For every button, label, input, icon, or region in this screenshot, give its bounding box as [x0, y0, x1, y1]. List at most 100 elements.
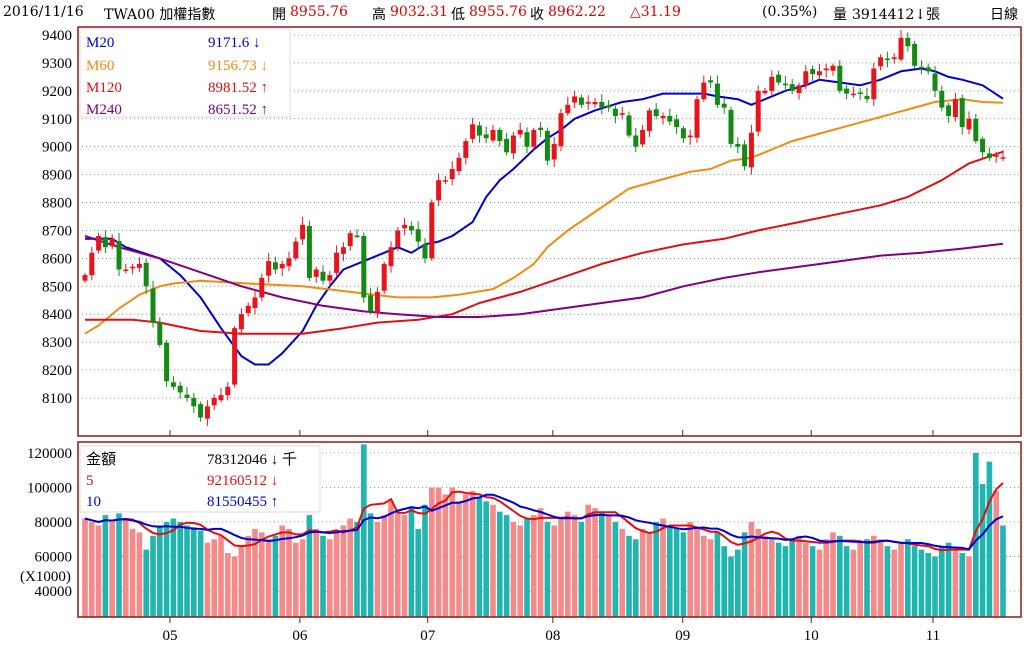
price-axis-labels: 9400 9300 9200 9100 9000 8900 8800 8700 8600 8500…	[42, 28, 72, 407]
volume-bar	[973, 453, 979, 617]
candle-up	[130, 266, 136, 269]
candle-down	[504, 138, 510, 153]
volume-bar	[361, 444, 367, 617]
candle-down	[721, 103, 727, 108]
volume-bar	[537, 508, 544, 617]
price-ma-legend: M20 9171.6 ↓ M60 9156.73 ↓ M120 8981.52 …	[79, 28, 291, 118]
candle-up	[796, 85, 802, 94]
volume-bar	[524, 518, 530, 617]
candle-up	[850, 93, 856, 96]
volume-bar	[843, 546, 850, 617]
price-ma-lines	[84, 67, 1004, 366]
candle-up	[803, 71, 809, 86]
price-tick-label: 9300	[42, 56, 72, 72]
volume-bar	[354, 522, 360, 617]
candle-up	[830, 65, 836, 71]
volume-bar	[544, 522, 551, 617]
candle-up	[293, 241, 299, 259]
candle-up	[286, 258, 292, 267]
change-value: △31.19	[630, 4, 681, 20]
volume-bar	[395, 511, 401, 617]
volume-bar	[993, 490, 999, 617]
price-tick-label: 8900	[42, 168, 72, 184]
volume-bar	[367, 513, 374, 617]
volume-bar	[184, 525, 190, 617]
high-value: 9032.31	[390, 4, 448, 20]
candle-up	[123, 269, 129, 272]
price-tick-label: 9400	[42, 28, 72, 44]
candle-down	[198, 404, 204, 418]
volume-bar	[769, 539, 775, 617]
volume-bar	[497, 511, 503, 617]
volume-bar	[408, 508, 415, 617]
volume-bar	[605, 515, 612, 617]
volume-bar	[673, 528, 680, 617]
candle-down	[735, 143, 741, 147]
candle-down	[932, 73, 938, 91]
candle-up	[374, 291, 380, 313]
volume-unit-label: (X1000)	[20, 569, 71, 585]
candle-down	[116, 241, 122, 270]
candle-up	[204, 406, 210, 419]
candle-down	[408, 225, 414, 231]
candle-up	[660, 115, 666, 119]
volume-bar	[707, 539, 714, 617]
volume-bar	[483, 501, 489, 617]
legend-ma5-value: 92160512 ↓	[207, 473, 278, 489]
candle-down	[320, 271, 326, 281]
candle-up	[585, 102, 591, 104]
candle-up	[436, 180, 442, 201]
volume-bar	[238, 546, 245, 617]
volume-bar	[510, 522, 517, 617]
volume-bar	[680, 532, 687, 617]
candle-up	[225, 386, 231, 396]
quote-header: 2016/11/16 TWA00 加權指數 開 8955.76 高 9032.3…	[0, 0, 1024, 26]
volume-bar	[728, 556, 734, 617]
volume-bar	[565, 511, 571, 617]
volume-bar	[347, 518, 353, 617]
ma-line-m240	[84, 235, 1004, 318]
price-tick-label: 8300	[42, 335, 72, 351]
volume-bar	[259, 532, 265, 617]
volume-bar	[898, 542, 904, 617]
month-label: 09	[675, 628, 690, 644]
candle-down	[789, 84, 795, 91]
candlesticks	[82, 29, 1006, 426]
volume-bar	[857, 542, 863, 617]
volume-bar	[633, 539, 639, 617]
candle-down	[599, 102, 605, 108]
volume-bar	[143, 549, 149, 617]
volume-bar	[129, 528, 136, 617]
candle-down	[742, 144, 748, 167]
candle-down	[606, 105, 612, 108]
volume-bar	[456, 501, 462, 617]
candle-up	[871, 68, 877, 100]
period-selector[interactable]: 日線	[990, 7, 1018, 23]
candle-up	[694, 99, 700, 138]
volume-bar	[82, 518, 88, 617]
volume-bar	[517, 525, 523, 617]
candle-down	[626, 115, 632, 136]
candle-down	[361, 236, 367, 298]
volume-bar	[211, 539, 217, 617]
volume-bar	[789, 539, 795, 617]
volume-bar	[503, 515, 510, 617]
candle-down	[864, 95, 870, 100]
low-label: 低	[451, 7, 465, 23]
candle-down	[905, 37, 911, 47]
volume-bar	[558, 518, 564, 617]
candle-down	[306, 225, 312, 278]
candle-down	[415, 229, 421, 242]
price-tick-label: 9100	[42, 112, 72, 128]
legend-ma10-value: 81550455 ↑	[207, 494, 278, 510]
volume-bar	[435, 487, 442, 617]
volume-bar	[170, 518, 177, 617]
volume-bar	[619, 528, 625, 617]
time-axis-labels: 05 06 07 08 09 10 11	[163, 430, 940, 644]
volume-tick-label: 80000	[35, 515, 73, 531]
candle-down	[578, 97, 584, 105]
candle-up	[640, 129, 646, 145]
candle-down	[476, 125, 482, 136]
volume-bar	[265, 539, 272, 617]
